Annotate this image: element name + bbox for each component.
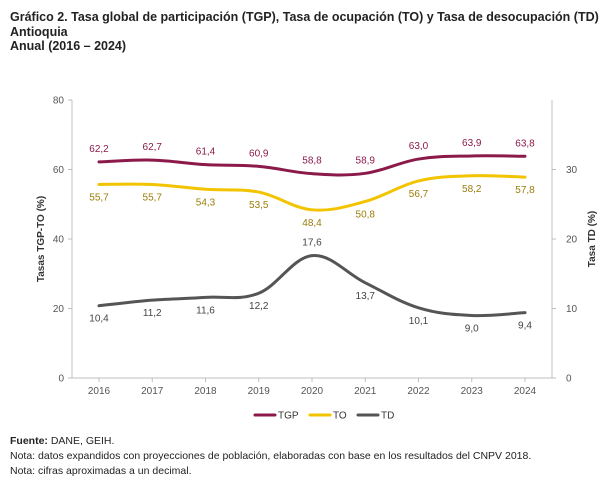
line-chart: 0 20 40 60 80 0 10 20 30 2016 2017 2018 2019 2020 2021… [36,96,598,422]
legend-label-td: TD [381,411,394,422]
series-line-tgp [97,154,527,177]
x-tick-label: 2020 [301,386,324,397]
data-label-tgp: 61,4 [196,147,216,158]
source-label: Fuente: [10,435,48,447]
data-label-tgp: 60,9 [249,148,269,159]
data-label-tgp: 58,9 [356,155,376,166]
data-label-td: 10,4 [89,314,109,325]
right-tick-label: 0 [566,374,572,385]
left-tick-label: 80 [53,96,65,107]
data-label-td: 10,1 [409,316,429,327]
y-axis-left-title: Tasas TGP-TO (%) [36,196,47,282]
data-label-tgp: 63,0 [409,141,429,152]
x-tick-label: 2017 [141,386,164,397]
data-label-to: 57,8 [515,185,535,196]
data-label-td: 13,7 [356,291,376,302]
data-label-td: 9,4 [518,321,532,332]
x-tick-label: 2022 [407,386,430,397]
data-label-to: 53,5 [249,200,269,211]
series-line-to [97,174,527,212]
chart-title: Gráfico 2. Tasa global de participación … [10,10,599,54]
data-label-tgp: 58,8 [302,156,322,167]
data-label-td: 9,0 [465,323,479,334]
data-label-to: 54,3 [196,197,216,208]
source-line: Fuente: DANE, GEIH. [10,434,531,449]
title-line-3: Anual (2016 – 2024) [10,39,127,53]
data-label-td: 11,6 [196,305,215,316]
data-label-td: 11,2 [143,308,162,319]
data-label-tgp: 62,7 [143,142,163,153]
data-label-to: 56,7 [409,189,429,200]
x-tick-label: 2019 [248,386,271,397]
data-label-to: 48,4 [302,218,322,229]
x-tick-label: 2018 [194,386,217,397]
series-line-td [97,254,527,318]
source-text: DANE, GEIH. [47,435,115,447]
x-tick-label: 2021 [354,386,377,397]
x-tick-label: 2024 [514,386,537,397]
data-label-to: 55,7 [143,192,163,203]
legend-label-to: TO [333,411,347,422]
data-label-tgp: 63,9 [462,138,482,149]
left-tick-label: 0 [58,374,64,385]
left-tick-label: 20 [53,304,65,315]
legend-label-tgp: TGP [278,411,299,422]
left-tick-label: 40 [53,235,65,246]
note-1: Nota: datos expandidos con proyecciones … [10,450,532,462]
y-axis-right-title: Tasa TD (%) [587,211,598,268]
chart-footer: Fuente: DANE, GEIH. Nota: datos expandid… [10,434,531,479]
data-label-td: 17,6 [302,238,322,249]
x-tick-label: 2016 [88,386,111,397]
right-tick-label: 30 [566,165,578,176]
left-tick-label: 60 [53,165,65,176]
title-line-1: Gráfico 2. Tasa global de participación … [10,10,599,24]
right-tick-label: 20 [566,235,578,246]
note-2: Nota: cifras aproximadas a un decimal. [10,465,192,477]
data-label-to: 58,2 [462,184,482,195]
title-line-2: Antioquia [10,24,68,39]
data-label-td: 12,2 [249,301,269,312]
data-label-to: 55,7 [89,192,109,203]
data-label-to: 50,8 [356,209,376,220]
right-tick-label: 10 [566,304,578,315]
data-label-tgp: 62,2 [89,144,109,155]
data-label-tgp: 63,8 [515,138,535,149]
x-tick-label: 2023 [461,386,484,397]
